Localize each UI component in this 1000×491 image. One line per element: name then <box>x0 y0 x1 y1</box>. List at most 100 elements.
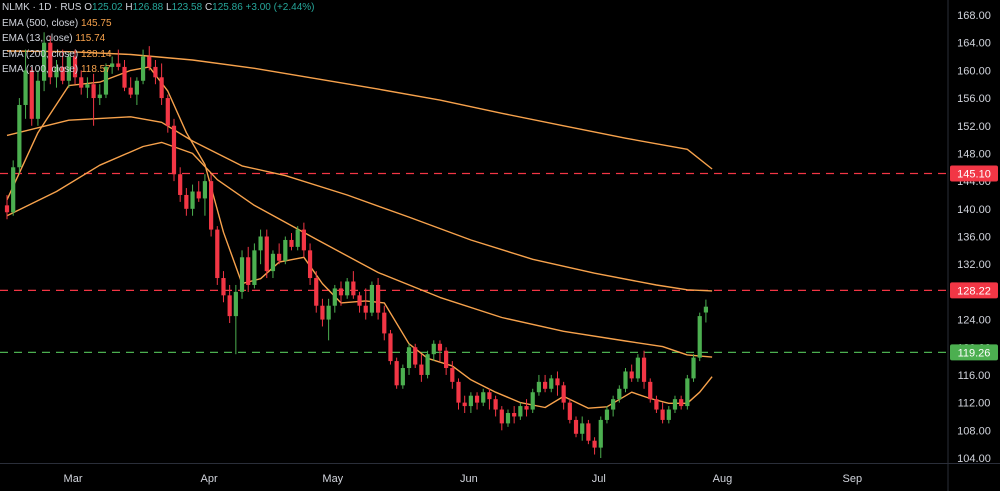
candle-body <box>573 419 579 434</box>
candle <box>419 354 424 382</box>
candle-body <box>178 174 183 195</box>
candle-body <box>685 378 690 407</box>
candle-body <box>351 281 356 296</box>
candle <box>320 298 325 327</box>
candle <box>425 350 430 379</box>
candle <box>246 246 251 292</box>
candle-body <box>444 350 449 369</box>
candle-body <box>345 281 350 296</box>
candle-body <box>60 66 65 81</box>
candle <box>42 32 47 92</box>
candle <box>654 395 659 414</box>
candle-body <box>147 56 152 67</box>
candle-body <box>604 409 610 420</box>
price-tick-label: 164.00 <box>957 38 991 50</box>
candle <box>573 416 579 438</box>
candle <box>468 392 473 414</box>
candle-body <box>357 295 362 306</box>
candle-body <box>283 239 288 261</box>
candle <box>54 59 59 88</box>
candle-body <box>400 368 405 386</box>
candle <box>444 347 449 375</box>
candle-body <box>270 253 276 272</box>
study-ema-200[interactable]: EMA (200, close) 128.14 <box>2 47 314 63</box>
study-value: 128.14 <box>80 48 112 60</box>
candle <box>202 174 208 216</box>
price-tick-label: 168.00 <box>957 10 991 22</box>
candle-body <box>103 66 109 95</box>
candle-body <box>202 181 208 199</box>
candle-body <box>592 440 597 448</box>
candle-body <box>116 63 121 67</box>
candle <box>660 402 665 424</box>
candle <box>79 70 84 95</box>
candle <box>561 381 566 410</box>
price-tick-label: 140.00 <box>957 204 991 216</box>
candle <box>592 437 597 455</box>
candle-body <box>209 181 214 230</box>
time-tick-label: Jul <box>592 473 606 485</box>
candle <box>159 63 164 105</box>
candle-body <box>567 402 572 420</box>
candle-body <box>165 98 170 126</box>
candle <box>518 402 523 420</box>
candle <box>307 243 313 285</box>
badge-label: 145.10 <box>957 169 991 181</box>
candle <box>165 94 170 133</box>
candle <box>617 385 622 403</box>
price-tick-label: 104.00 <box>957 453 991 465</box>
price-tick-label: 132.00 <box>957 259 991 271</box>
candle <box>456 378 461 410</box>
price-tick-label: 156.00 <box>957 93 991 105</box>
candle <box>97 84 102 105</box>
candle-body <box>493 399 498 410</box>
candle <box>474 392 480 410</box>
candle-body <box>456 381 461 403</box>
candle <box>623 368 628 393</box>
candle-body <box>450 368 455 382</box>
candle-body <box>419 364 424 375</box>
candle <box>679 395 684 410</box>
candle-body <box>307 250 313 279</box>
candle-body <box>413 347 418 365</box>
candle <box>549 374 554 393</box>
time-tick-label: Jun <box>460 473 478 485</box>
ticker-label: NLMK · 1D · RUS <box>2 2 82 13</box>
ema-500-line <box>6 50 713 170</box>
candle <box>134 77 139 105</box>
candle <box>357 291 362 313</box>
study-value: 145.75 <box>80 17 112 29</box>
candle-body <box>221 278 226 296</box>
candle <box>11 160 16 216</box>
price-tick-label: 152.00 <box>957 121 991 133</box>
candle-body <box>598 419 603 448</box>
study-ema-100[interactable]: EMA (100, close) 118.57 <box>2 62 314 78</box>
candle <box>289 233 294 251</box>
time-tick-label: Aug <box>713 473 733 485</box>
price-tick-label: 136.00 <box>957 232 991 244</box>
change-value: +3.00 (+2.44%) <box>245 2 315 13</box>
candle-body <box>481 392 486 403</box>
price-tick-label: 108.00 <box>957 425 991 437</box>
candle-body <box>586 423 591 441</box>
time-tick-label: May <box>322 473 343 485</box>
candle <box>72 49 78 85</box>
candle <box>332 284 337 313</box>
study-name: EMA (100, close) <box>2 64 79 75</box>
candle <box>413 343 418 369</box>
candle-body <box>388 333 393 362</box>
candle-body <box>4 205 10 213</box>
candle <box>116 49 121 71</box>
ema-100-line <box>6 141 713 358</box>
candle-body <box>252 250 257 285</box>
study-value: 115.74 <box>75 33 106 44</box>
candle-body <box>462 402 467 407</box>
candle <box>103 63 109 99</box>
candle-body <box>29 70 34 119</box>
study-ema-500[interactable]: EMA (500, close) 145.75 <box>2 16 314 32</box>
level-price-badge: 128.22 <box>950 282 998 299</box>
candle <box>450 361 455 389</box>
study-ema-13[interactable]: EMA (13, close) 115.74 <box>2 31 314 47</box>
candle <box>648 378 653 403</box>
